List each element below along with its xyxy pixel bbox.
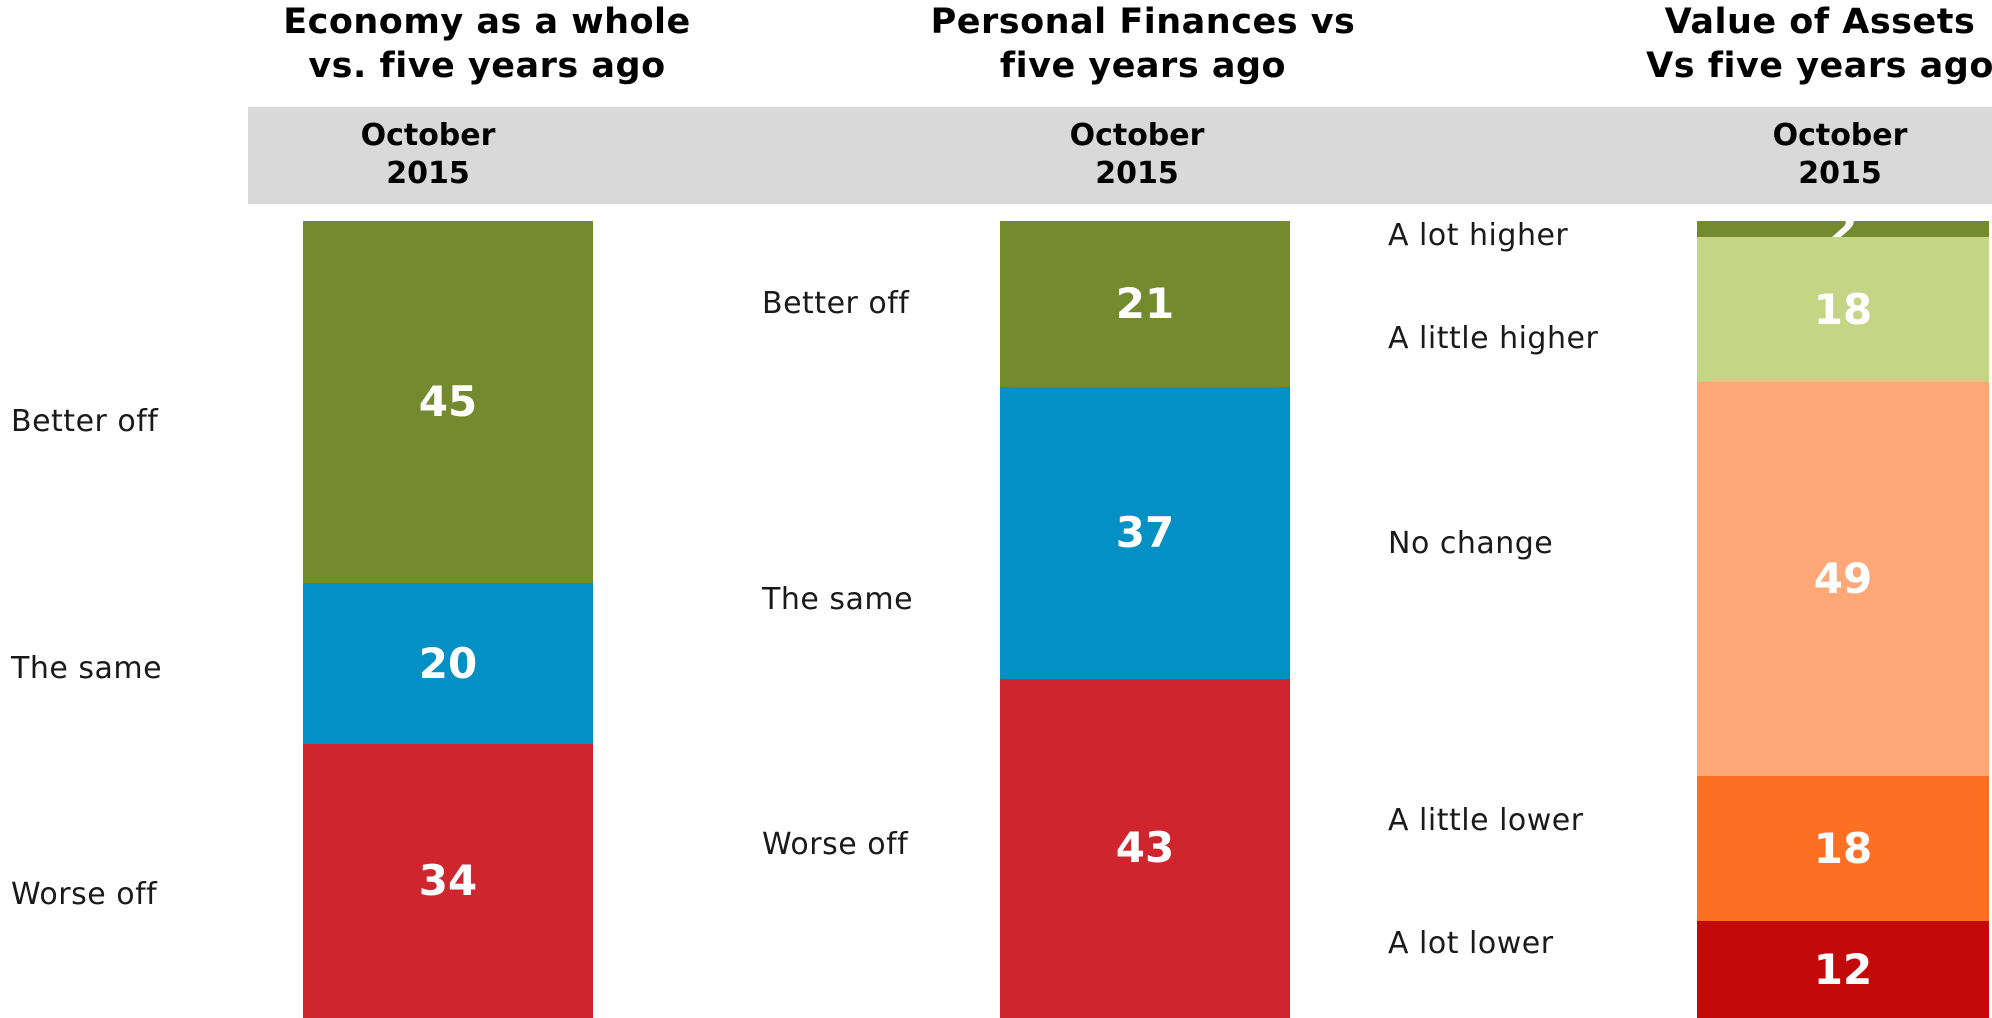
period-label-line: October	[1772, 118, 1908, 153]
data-label: 18	[1813, 284, 1873, 334]
chart-title: Economy as a whole vs. five years ago	[187, 0, 787, 88]
chart-title: Personal Finances vs five years ago	[843, 0, 1443, 88]
period-label-line: 2015	[386, 156, 470, 191]
bar-segment: 20	[303, 583, 593, 745]
chart-title-line: Vs five years ago	[1646, 46, 1992, 86]
category-label: The same	[762, 582, 914, 617]
period-label-line: 2015	[1095, 156, 1179, 191]
bar-segment: 18	[1697, 237, 1989, 382]
bar-segment: 37	[1000, 386, 1290, 679]
data-label: 45	[418, 377, 478, 427]
period-label-line: 2015	[1798, 156, 1882, 191]
period-header-band	[248, 107, 1992, 204]
data-label: 34	[418, 856, 478, 906]
period-label: October 2015	[1017, 117, 1257, 193]
category-label: The same	[11, 651, 163, 686]
bar-segment: 43	[1000, 678, 1290, 1018]
data-label: 18	[1813, 823, 1873, 873]
data-label: 49	[1813, 554, 1873, 604]
category-label: Better off	[762, 286, 910, 321]
data-label: 43	[1115, 823, 1175, 873]
chart-title-line: five years ago	[999, 46, 1287, 86]
chart-title-line: vs. five years ago	[308, 46, 666, 86]
data-label: 12	[1813, 944, 1873, 994]
period-label-line: October	[1069, 118, 1205, 153]
data-label: 37	[1115, 507, 1175, 557]
bar-segment: 49	[1697, 382, 1989, 777]
bar-segment: 21	[1000, 221, 1290, 387]
category-label: A little lower	[1388, 803, 1584, 838]
category-label: A lot higher	[1388, 218, 1569, 253]
data-label: 20	[418, 638, 478, 688]
chart-title-line: Economy as a whole	[283, 2, 691, 42]
category-label: Better off	[11, 404, 159, 439]
period-label: October 2015	[1720, 117, 1960, 193]
category-label: No change	[1388, 526, 1554, 561]
bar-segment: 18	[1697, 776, 1989, 922]
bar-segment: 12	[1697, 921, 1989, 1018]
period-label-line: October	[360, 118, 496, 153]
data-label: 21	[1115, 278, 1175, 328]
chart-title-line: Personal Finances vs	[930, 2, 1356, 42]
chart-title-line: Value of Assets	[1664, 2, 1976, 42]
category-label: Worse off	[762, 827, 909, 862]
chart-title: Value of Assets Vs five years ago	[1520, 0, 1992, 88]
bar-segment: 2	[1697, 204, 1989, 253]
category-label: A lot lower	[1388, 926, 1554, 961]
category-label: A little higher	[1388, 321, 1599, 356]
bar-segment: 45	[303, 221, 593, 584]
category-label: Worse off	[11, 877, 158, 912]
period-label: October 2015	[308, 117, 548, 193]
bar-segment: 34	[303, 744, 593, 1018]
